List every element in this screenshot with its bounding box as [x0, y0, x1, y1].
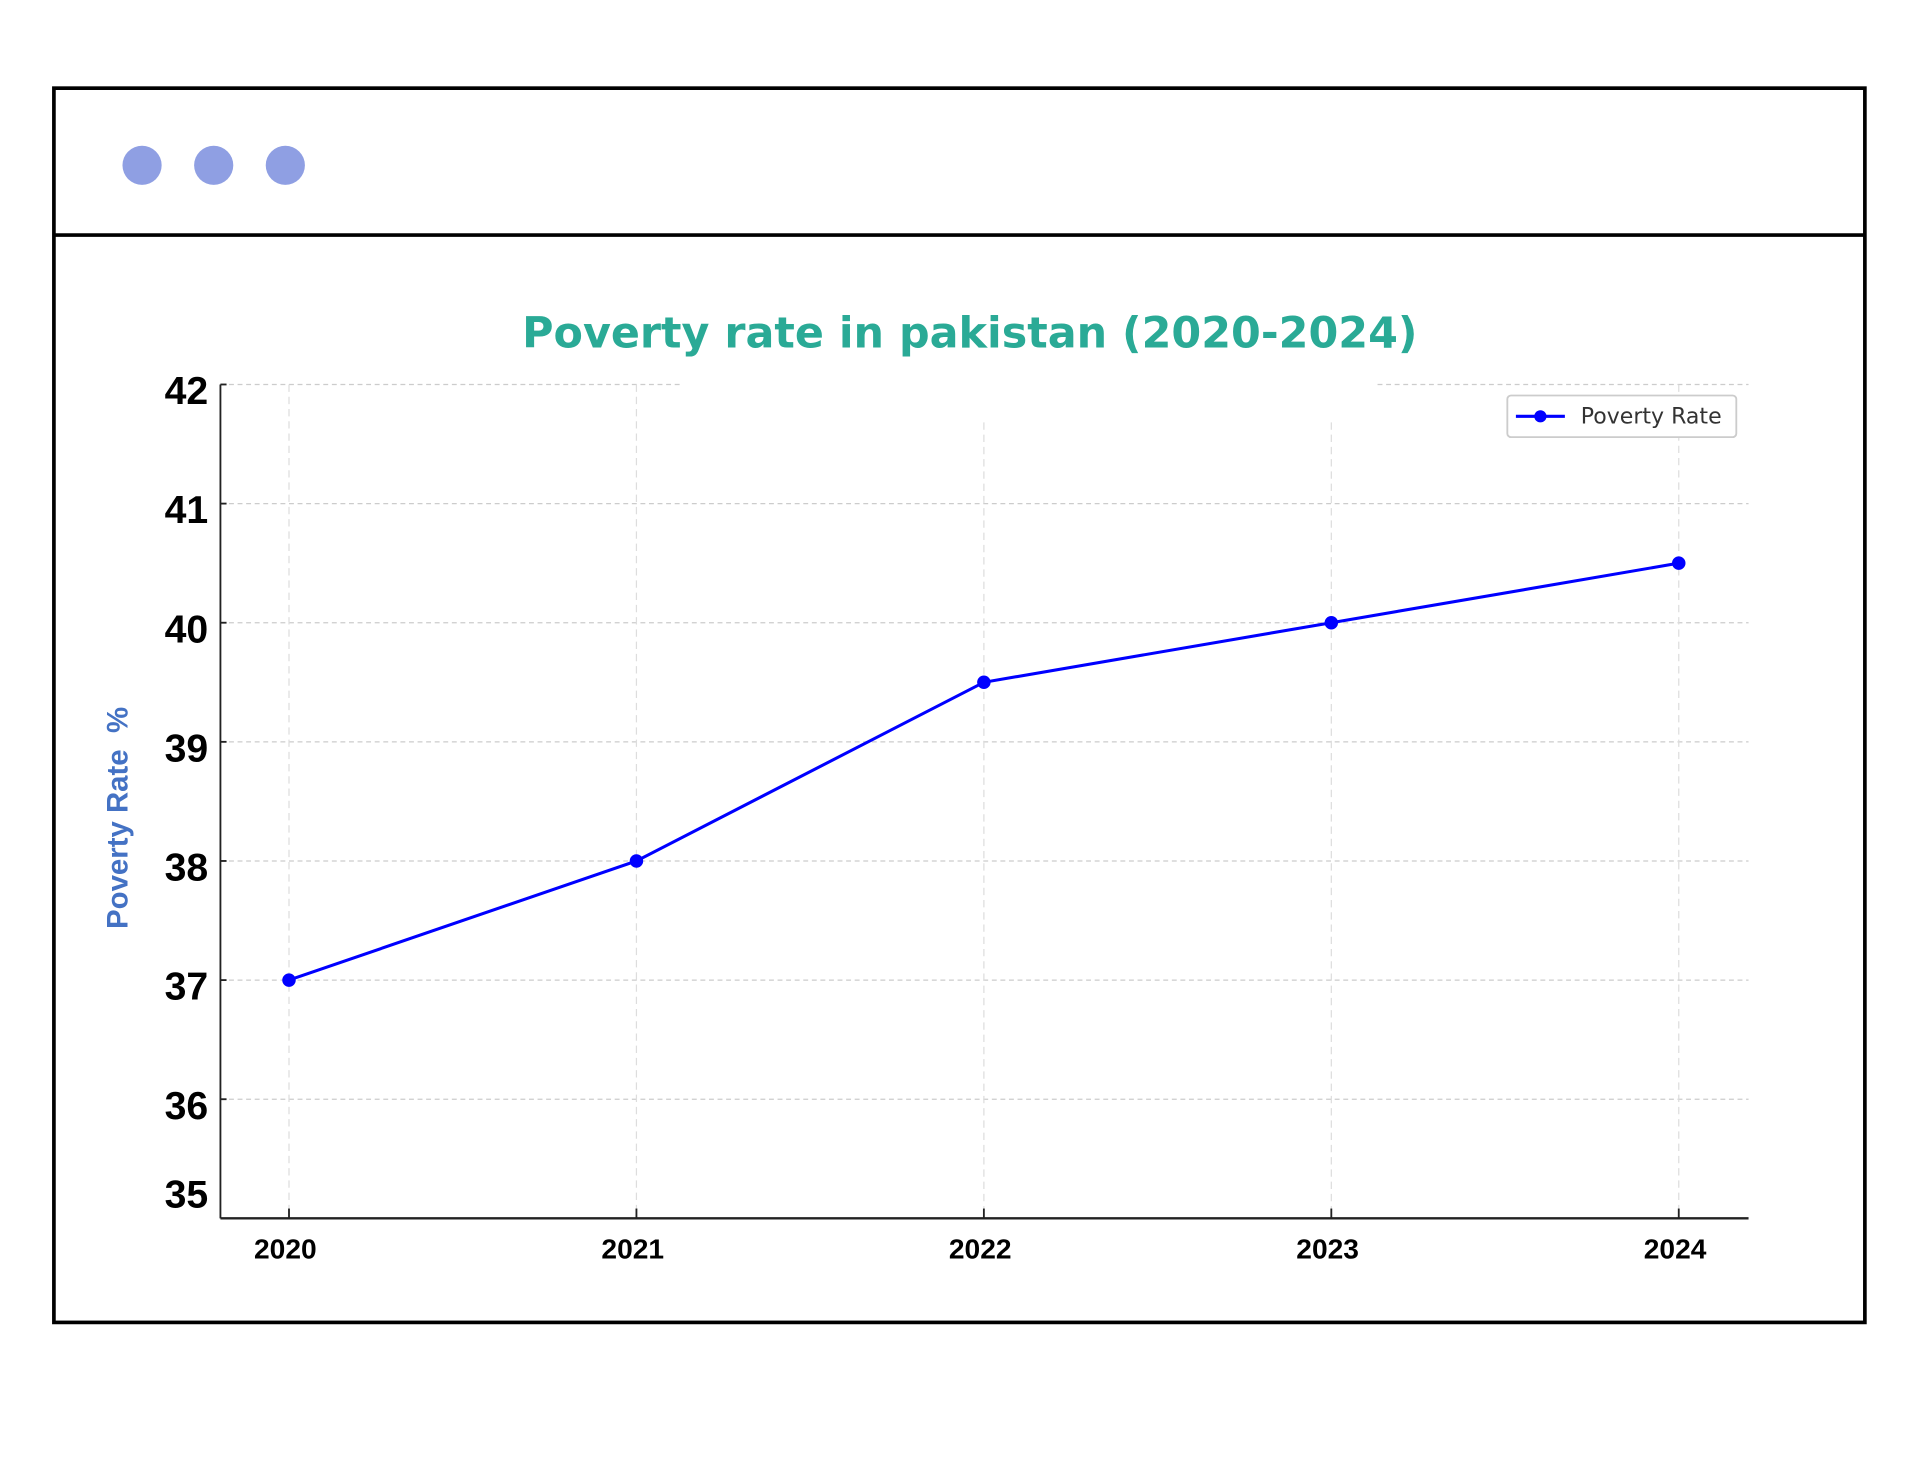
- y-tick-label: 41: [165, 489, 209, 532]
- legend-label: Poverty Rate: [1581, 405, 1722, 430]
- window-dot-2[interactable]: [194, 145, 234, 185]
- window-dot-3[interactable]: [265, 145, 305, 185]
- y-tick-label: 38: [165, 847, 209, 890]
- y-tick-label: 42: [165, 370, 209, 413]
- y-axis-ticks: 35 36 37 38 39 40 41 42: [165, 370, 227, 1216]
- axes: [219, 384, 1749, 1220]
- x-tick-label: 2023: [1296, 1234, 1359, 1265]
- legend-box: [1506, 394, 1738, 439]
- y-tick-label: 37: [165, 966, 209, 1009]
- y-axis-label: Poverty Rate %: [101, 707, 134, 929]
- gridlines: [220, 383, 1749, 1219]
- y-tick-label: 39: [165, 727, 209, 770]
- window-controls: [122, 145, 305, 185]
- x-tick-label: 2024: [1644, 1234, 1707, 1265]
- window-dot-1[interactable]: [122, 145, 162, 185]
- data-point-2021: [629, 854, 644, 868]
- legend-point-marker: [1534, 410, 1547, 423]
- series-poverty-rate: [282, 556, 1686, 987]
- x-axis-ticks: 2020 2021 2022 2023 2024: [254, 1208, 1707, 1265]
- y-tick-label: 36: [165, 1085, 209, 1128]
- y-tick-label: 35: [165, 1173, 209, 1216]
- x-tick-label: 2021: [601, 1234, 664, 1265]
- data-point-2022: [977, 675, 991, 690]
- x-tick-label: 2022: [949, 1234, 1012, 1265]
- legend: Poverty Rate: [1506, 394, 1738, 439]
- window-frame: [52, 86, 1867, 1325]
- y-tick-label: 40: [165, 608, 209, 651]
- data-point-2024: [1672, 556, 1686, 570]
- data-point-2023: [1324, 615, 1339, 630]
- x-tick-label: 2020: [254, 1234, 317, 1265]
- data-point-2020: [282, 973, 296, 987]
- chart-title: Poverty rate in pakistan (2020-2024): [522, 309, 1417, 359]
